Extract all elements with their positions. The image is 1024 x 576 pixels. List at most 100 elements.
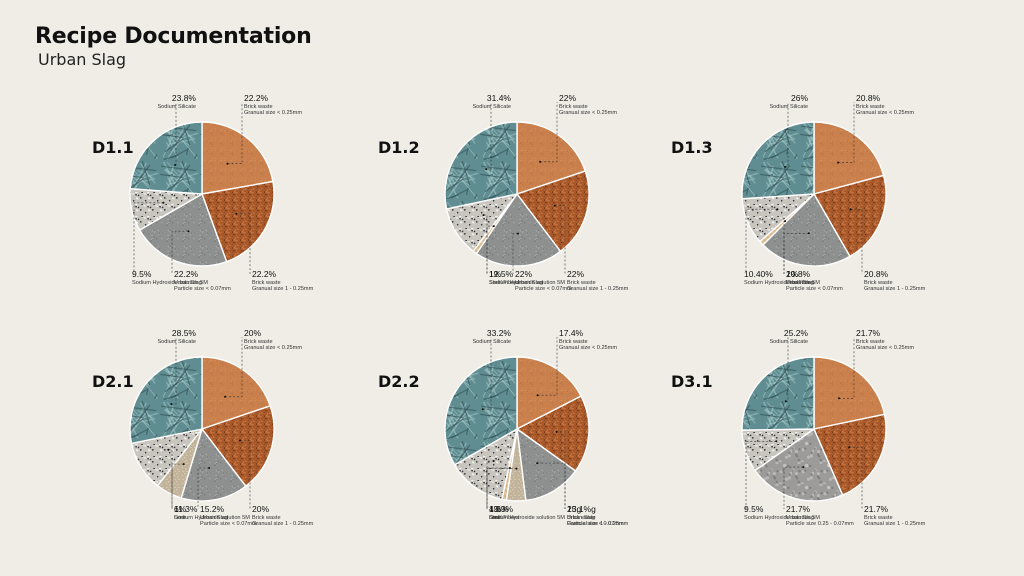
slice-material-detail: Granual size < 0.25mm xyxy=(856,110,914,117)
slice-material-name: Brick waste xyxy=(567,279,596,286)
slice-material-name: Sodium Silicate xyxy=(769,338,808,345)
slice-value-label: 22.2% xyxy=(252,269,277,279)
slice-annotation-d31-4: 25.2% Sodium Silicate xyxy=(726,328,808,345)
slice-annotation-d22-2: 13.1%g Urban Slag Particle size < 0.07mm xyxy=(567,504,649,528)
slice-material-name: Sodium Hydroxide solution 5M xyxy=(489,279,565,286)
slice-material-detail: Granual size < 0.25mm xyxy=(559,110,617,117)
slice-value-label: 20% xyxy=(252,504,270,514)
pie-title-d12: D1.2 xyxy=(378,138,420,157)
slice-value-label: 22.2% xyxy=(174,269,199,279)
slice-annotation-d21-1: 20% Brick waste Granual size 1 - 0.25mm xyxy=(252,504,334,528)
leader-line-d12-0 xyxy=(540,102,558,163)
slice-material-detail: Granual size 1 - 0.25mm xyxy=(864,521,926,528)
slice-material-name: Brick waste xyxy=(856,338,885,345)
slice-value-label: 10.40% xyxy=(744,269,773,279)
leader-dot-d13-4 xyxy=(776,208,779,211)
slice-material-name: Lime xyxy=(489,514,502,521)
slice-annotation-d11-3: 9.5% Sodium Hydroxide solution 5M xyxy=(132,269,214,286)
slice-value-label: 1% xyxy=(489,504,502,514)
pie-chart-d31 xyxy=(741,337,887,509)
slice-material-name: Brick waste xyxy=(244,338,273,345)
slice-annotation-d21-0: 20% Brick waste Granual size < 0.25mm xyxy=(244,328,326,352)
pie-slice-d22-5 xyxy=(453,427,519,501)
slice-material-detail: Granual size < 0.25mm xyxy=(244,345,302,352)
leader-line-d21-4 xyxy=(168,449,173,509)
pie-slice-d11-0 xyxy=(201,121,274,195)
slice-material-name: Sodium Silicate xyxy=(157,338,196,345)
slice-value-label: 21.7% xyxy=(786,504,811,514)
slice-annotation-d21-4: 11.3% Sodium Hydroxide solution 5M xyxy=(174,504,256,521)
slice-material-name: Brick waste xyxy=(244,103,273,110)
pie-slice-d21-5 xyxy=(129,356,203,445)
leader-line-d22-6 xyxy=(482,337,492,410)
slice-value-label: 21.7% xyxy=(856,328,881,338)
leader-dot-d31-0 xyxy=(838,397,840,400)
slice-annotation-d13-2: 20.8% Urban Slag Particle size < 0.07mm xyxy=(786,269,868,293)
slice-value-label: 33.2% xyxy=(486,328,511,338)
pie-slice-d12-2 xyxy=(475,192,562,267)
pie-title-d21: D2.1 xyxy=(92,372,134,391)
leader-line-d22-2 xyxy=(537,462,566,509)
slice-annotation-d31-3: 9.5% Sodium Hydroxide solution 5M xyxy=(744,504,826,521)
leader-dot-d22-1 xyxy=(555,430,558,433)
leader-line-d11-1 xyxy=(236,213,251,274)
pie-slice-d31-1 xyxy=(813,413,887,496)
slice-value-label: 6% xyxy=(174,504,187,514)
slice-value-label: 20% xyxy=(244,328,262,338)
slice-material-name: Brick waste xyxy=(856,103,885,110)
slice-annotation-d22-6: 33.2% Sodium Silicate xyxy=(429,328,511,345)
slice-annotation-d11-1: 22.2% Brick waste Granual size 1 - 0.25mm xyxy=(252,269,334,293)
slice-annotation-d12-5: 31.4% Sodium Silicate xyxy=(429,93,511,110)
leader-dot-d12-5 xyxy=(485,168,488,171)
leader-line-d12-5 xyxy=(486,102,492,170)
slice-value-label: 25.2% xyxy=(783,328,808,338)
leader-dot-d31-1 xyxy=(848,446,851,449)
slice-value-label: 11.3% xyxy=(174,504,198,514)
slice-material-name: Lime xyxy=(174,514,187,521)
slice-annotation-d13-4: 10.40% Sodium Hydroxide solution 5M xyxy=(744,269,826,286)
slice-value-label: 1% xyxy=(489,269,502,279)
slice-material-detail: Granual size 1 - 0.25mm xyxy=(252,286,314,293)
leader-dot-d11-1 xyxy=(235,212,238,215)
slice-annotation-d13-1: 20.8% Brick waste Granual size 1 - 0.25mm xyxy=(864,269,946,293)
pie-slice-d31-0 xyxy=(813,356,886,430)
slice-value-label: 21.7% xyxy=(864,504,889,514)
pie-chart-d22 xyxy=(444,337,590,509)
slice-material-name: Urban Slag xyxy=(174,279,202,286)
slice-material-detail: Particle size < 0.07mm xyxy=(786,286,843,293)
slice-material-name: Urban Slag xyxy=(786,514,814,521)
slice-value-label: 20.8% xyxy=(786,269,811,279)
slice-value-label: 26% xyxy=(790,93,808,103)
slice-material-name: Brick waste xyxy=(559,338,588,345)
pie-slice-d22-2 xyxy=(516,427,577,502)
leader-dot-d21-0 xyxy=(224,395,227,398)
slice-annotation-d13-3: 1% Pice Fibres xyxy=(786,269,868,286)
pie-chart-d21 xyxy=(129,337,275,509)
slice-value-label: 25g xyxy=(567,504,582,514)
slice-value-label: 31.4% xyxy=(486,93,511,103)
slice-material-detail: Granual size < 0.25mm xyxy=(244,110,302,117)
leader-line-d21-0 xyxy=(225,337,243,398)
slice-material-detail: Granual size < 0.25mm xyxy=(559,345,617,352)
slice-annotation-d31-0: 21.7% Brick waste Granual size < 0.25mm xyxy=(856,328,938,352)
pie-slice-d31-2 xyxy=(754,427,844,502)
leader-dot-d22-6 xyxy=(481,408,484,411)
slice-material-name: Steel Fibres xyxy=(489,514,519,521)
slice-material-detail: Granual size 1 - 0.25mm xyxy=(864,286,926,293)
leader-dot-d13-5 xyxy=(784,165,787,168)
leader-dot-d12-2 xyxy=(517,232,519,235)
leader-dot-d21-2 xyxy=(208,467,211,469)
leader-dot-d11-3 xyxy=(162,201,165,204)
slice-value-label: 20.8% xyxy=(864,269,889,279)
leader-dot-d31-2 xyxy=(802,466,805,469)
slice-value-label: 22% xyxy=(515,269,533,279)
slice-annotation-d22-4: 1% Steel Fibres xyxy=(489,504,571,521)
slice-value-label: 23.8% xyxy=(171,93,196,103)
leader-dot-d22-0 xyxy=(536,394,539,397)
slice-material-detail: Particle size < 0.07mm xyxy=(174,286,231,293)
slice-value-label: 22% xyxy=(559,93,577,103)
slice-material-detail: Granual size 1 - 0.25mm xyxy=(567,521,629,528)
slice-material-name: Brick waste xyxy=(252,514,281,521)
slice-annotation-d13-5: 26% Sodium Silicate xyxy=(726,93,808,110)
slice-value-label: 1% xyxy=(786,269,799,279)
